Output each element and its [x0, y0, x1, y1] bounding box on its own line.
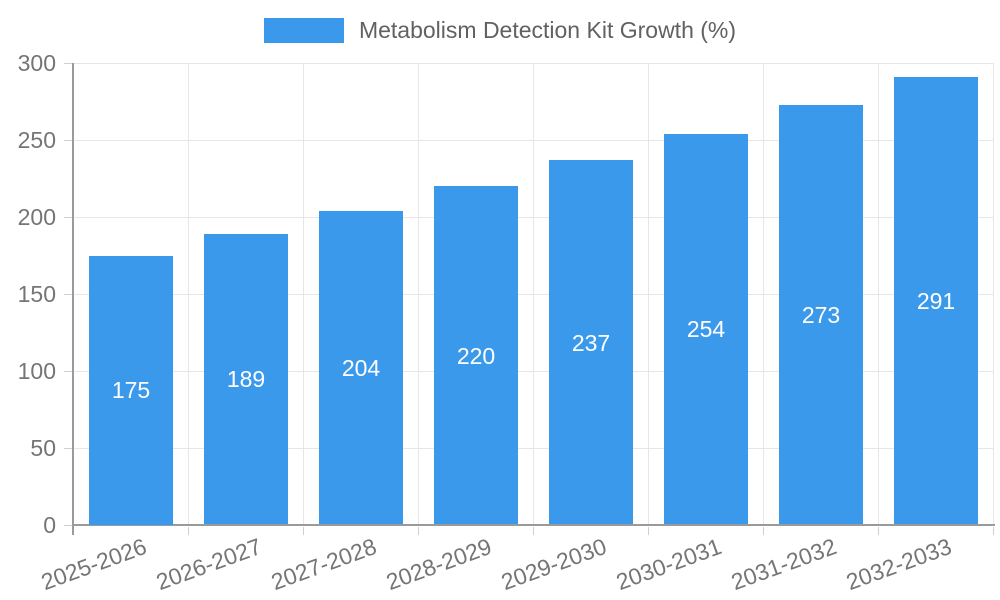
bar-value-label: 237	[571, 330, 611, 356]
y-axis-tick-label: 150	[17, 281, 56, 307]
legend-label: Metabolism Detection Kit Growth (%)	[358, 17, 737, 43]
y-axis-tick	[64, 371, 73, 372]
y-axis-tick-label: 200	[17, 204, 56, 230]
bar	[434, 186, 518, 524]
x-axis-tick	[418, 527, 419, 535]
bar	[89, 256, 173, 525]
gridline-vertical	[303, 63, 304, 525]
y-axis-tick-label: 0	[43, 512, 56, 538]
x-axis-tick	[188, 527, 189, 535]
gridline-vertical	[648, 63, 649, 525]
bar	[549, 160, 633, 524]
gridline-vertical	[763, 63, 764, 525]
x-axis-tick	[303, 527, 304, 535]
bar-value-label: 175	[111, 377, 151, 403]
bar-value-label: 273	[801, 302, 841, 328]
bar-value-label: 204	[341, 355, 381, 381]
y-axis-tick	[64, 448, 73, 449]
y-axis-tick	[64, 294, 73, 295]
legend-swatch	[263, 18, 344, 43]
chart-legend: Metabolism Detection Kit Growth (%)	[0, 17, 1000, 44]
bar-value-label: 220	[456, 343, 496, 369]
gridline-vertical	[993, 63, 994, 525]
gridline-vertical	[878, 63, 879, 525]
bar-value-label: 189	[226, 366, 266, 392]
gridline-vertical	[418, 63, 419, 525]
y-axis-tick-label: 100	[17, 358, 56, 384]
bar	[894, 77, 978, 524]
bar	[319, 211, 403, 524]
x-axis-tick	[993, 527, 994, 535]
y-axis-tick	[64, 525, 73, 526]
bar	[204, 234, 288, 524]
y-axis-tick	[64, 63, 73, 64]
y-axis-tick-label: 250	[17, 127, 56, 153]
x-axis-tick	[878, 527, 879, 535]
gridline-vertical	[533, 63, 534, 525]
x-axis-tick	[763, 527, 764, 535]
bar-value-label: 291	[916, 288, 956, 314]
y-axis-tick-label: 300	[17, 50, 56, 76]
x-axis-tick	[533, 527, 534, 535]
y-axis-tick	[64, 140, 73, 141]
y-axis-line	[72, 63, 74, 535]
gridline-vertical	[188, 63, 189, 525]
y-axis-tick-label: 50	[30, 435, 56, 461]
x-axis-line	[73, 524, 995, 526]
bar	[779, 105, 863, 524]
bar-value-label: 254	[686, 316, 726, 342]
bar	[664, 134, 748, 524]
y-axis-tick	[64, 217, 73, 218]
x-axis-tick	[648, 527, 649, 535]
